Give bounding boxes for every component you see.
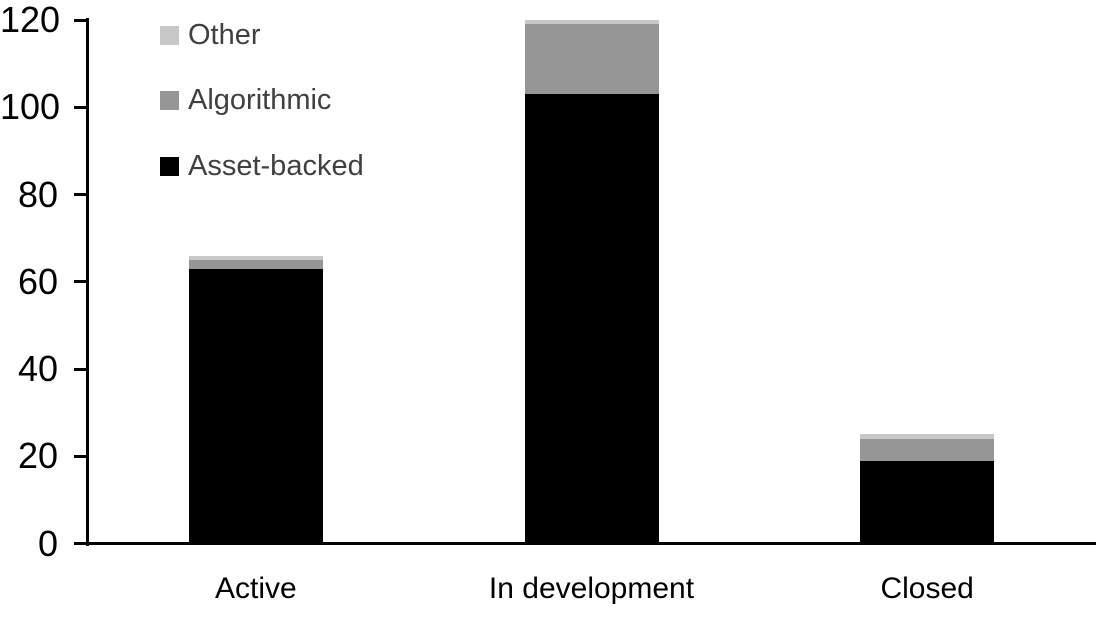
bar-segment-other xyxy=(860,434,995,439)
y-axis-tick xyxy=(74,105,87,109)
y-axis-tick xyxy=(74,454,87,458)
bar-segment-asset-backed xyxy=(860,460,995,544)
y-axis-tick-label: 80 xyxy=(17,173,58,215)
legend-item-algorithmic: Algorithmic xyxy=(160,84,332,116)
y-axis-tick xyxy=(74,193,87,196)
y-axis-tick-label: 100 xyxy=(0,86,61,128)
legend-label: Algorithmic xyxy=(188,84,332,116)
y-axis-tick-label: 0 xyxy=(37,522,58,564)
category-label-in-development: In development xyxy=(488,572,695,605)
y-axis-tick xyxy=(74,542,87,545)
legend-swatch-icon xyxy=(160,156,179,176)
legend-label: Asset-backed xyxy=(188,149,364,182)
bar-segment-algorithmic xyxy=(860,438,995,461)
y-axis-tick-label: 20 xyxy=(17,435,58,477)
bar-segment-other xyxy=(188,255,323,260)
legend-swatch-icon xyxy=(160,25,179,45)
legend-item-asset-backed: Asset-backed xyxy=(160,149,364,182)
y-axis-tick-label: 60 xyxy=(17,260,58,302)
y-axis-line xyxy=(86,18,89,546)
legend-item-other: Other xyxy=(160,18,261,51)
y-axis-tick xyxy=(74,367,87,371)
bar-segment-algorithmic xyxy=(524,24,659,95)
bar-segment-algorithmic xyxy=(188,259,323,269)
category-label-active: Active xyxy=(214,572,297,605)
bar-segment-asset-backed xyxy=(188,268,323,544)
y-axis-tick-label: 40 xyxy=(17,348,58,389)
y-axis-tick xyxy=(74,280,87,284)
bar-segment-other xyxy=(524,20,659,25)
y-axis-tick-label: 120 xyxy=(0,0,61,40)
category-label-closed: Closed xyxy=(880,572,974,605)
bar-segment-asset-backed xyxy=(524,94,659,544)
legend-swatch-icon xyxy=(160,91,179,110)
y-axis-tick xyxy=(74,18,87,22)
x-axis-line xyxy=(74,542,1096,545)
legend-label: Other xyxy=(188,18,261,51)
